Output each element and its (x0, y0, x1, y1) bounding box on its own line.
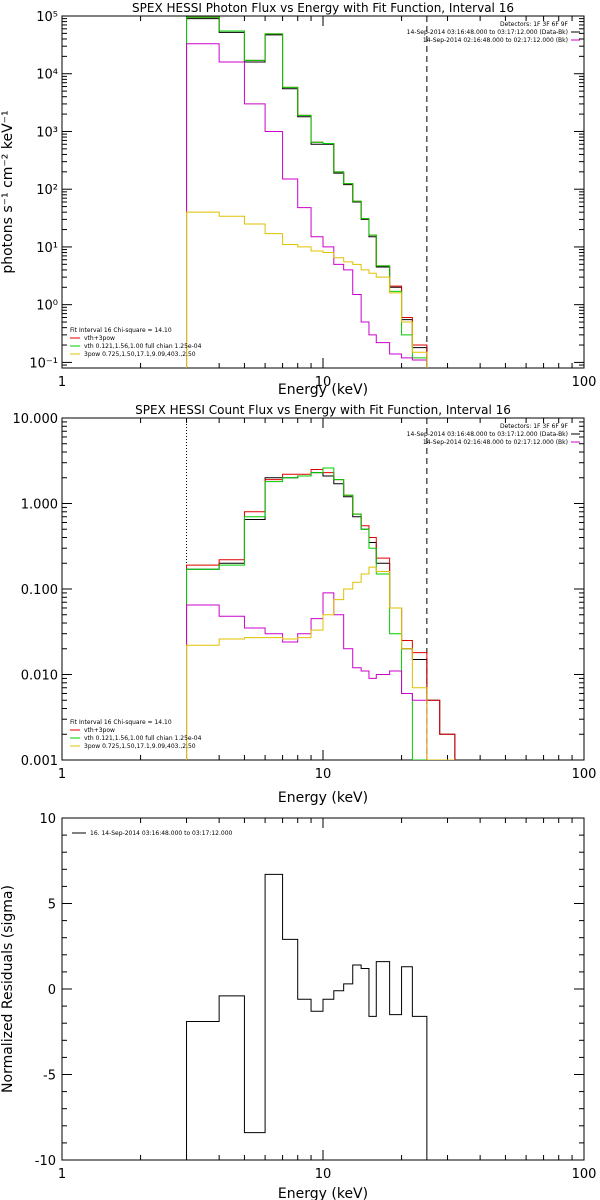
y-tick-label: -10 (35, 1154, 56, 1169)
y-tick-label: 1.000 (21, 498, 58, 513)
y-axis: -10 -5 0 5 10 (35, 812, 584, 1169)
legend-bottomleft-text: vth 0.121,1.56,1.00 full chian 1.25e-04 (84, 343, 202, 350)
x-tick-label: 1 (58, 767, 66, 782)
series-group (186, 16, 428, 368)
series-0-line (186, 873, 428, 1160)
series-4-line (186, 566, 455, 760)
y-tick-label: -5 (43, 1069, 56, 1084)
y-tick-label: 0.001 (21, 754, 58, 769)
legend-topright-text: 14-Sep-2014 03:16:48.000 to 03:17:12.000… (407, 431, 568, 438)
series-0-line (186, 18, 428, 368)
x-tick-label: 1 (58, 375, 66, 390)
legend-bottomleft: Fit Interval 16 Chi-square = 14.10vth+3p… (70, 719, 202, 750)
x-axis-title: Energy (keV) (278, 1186, 368, 1200)
y-tick-label: 10⁵ (36, 10, 58, 25)
series-3-line (186, 43, 428, 368)
legend-bottomleft-text: vth+3pow (84, 727, 115, 734)
plot-frame (61, 15, 585, 369)
y-tick-label: 0.100 (21, 583, 58, 598)
legend-bottomleft-text: Fit Interval 16 Chi-square = 14.10 (70, 719, 172, 726)
series-3-line (186, 592, 455, 760)
legend: 16. 14-Sep-2014 03:16:48.000 to 03:17:12… (72, 830, 233, 837)
legend-bottomleft-text: vth 0.121,1.56,1.00 full chian 1.25e-04 (84, 735, 202, 742)
y-tick-label: 5 (48, 898, 56, 913)
y-axis: 10⁻¹ 10⁰ 10¹ 10² 10³ 10⁴ 10⁵ (29, 10, 584, 371)
legend-topright-text: 14-Sep-2014 02:16:48.000 to 02:17:12.000… (423, 37, 568, 44)
series-2-line (186, 467, 455, 760)
x-tick-label: 10 (315, 375, 332, 390)
series-4-line (186, 211, 428, 368)
y-tick-label: 0.010 (21, 669, 58, 684)
x-tick-label: 100 (572, 375, 597, 390)
legend-topright-text: 14-Sep-2014 02:16:48.000 to 02:17:12.000… (423, 439, 568, 446)
panel-2: SPEX HESSI Count Flux vs Energy with Fit… (13, 403, 597, 806)
chart-title: SPEX HESSI Count Flux vs Energy with Fit… (135, 403, 511, 417)
x-tick-label: 100 (572, 767, 597, 782)
x-tick-label: 100 (572, 1167, 597, 1182)
y-axis-title: Normalized Residuals (sigma) (0, 885, 16, 1093)
y-tick-label: 10⁴ (36, 68, 58, 83)
legend-bottomleft-text: 3pow 0.725,1.50,17.1,9.09,403.,2.50 (84, 743, 196, 750)
legend-topright-text: 14-Sep-2014 03:16:48.000 to 03:17:12.000… (407, 29, 568, 36)
legend-bottomleft: Fit Interval 16 Chi-square = 14.10vth+3p… (70, 327, 202, 358)
x-tick-label: 1 (58, 1167, 66, 1182)
legend-topright-text: Detectors: 1F 3F 6F 9F (500, 423, 569, 430)
y-tick-label: 10⁰ (36, 299, 58, 314)
panel-3: 1 10 100 Energy (keV) -10 -5 0 5 10 Normalized Re… (0, 812, 596, 1200)
x-tick-label: 10 (315, 767, 332, 782)
series-group (186, 467, 456, 760)
panel-1: SPEX HESSI Photon Flux vs Energy with Fi… (0, 1, 596, 398)
y-tick-label: 10.000 (13, 412, 59, 427)
series-1-line (186, 468, 456, 760)
series-2-line (186, 16, 428, 368)
x-axis: 1 10 100 (58, 418, 597, 782)
x-axis: 1 10 100 (58, 818, 597, 1182)
y-tick-label: 10⁻¹ (29, 356, 58, 371)
legend-text: 16. 14-Sep-2014 03:16:48.000 to 03:17:12… (90, 830, 233, 837)
x-axis-title: Energy (keV) (278, 790, 368, 806)
legend-bottomleft-text: 3pow 0.725,1.50,17.1,9.09,403.,2.50 (84, 351, 196, 358)
x-axis-title: Energy (keV) (278, 382, 368, 398)
series-1-line (186, 16, 428, 368)
y-tick-label: 0 (48, 983, 56, 998)
legend-bottomleft-text: vth+3pow (84, 335, 115, 342)
legend-bottomleft-text: Fit Interval 16 Chi-square = 14.10 (70, 327, 172, 334)
y-tick-label: 10³ (36, 125, 58, 140)
y-axis-title: photons s⁻¹ cm⁻² keV⁻¹ (0, 110, 16, 273)
y-tick-label: 10¹ (36, 241, 58, 256)
legend-topright-text: Detectors: 1F 3F 6F 9F (500, 21, 569, 28)
x-tick-label: 10 (315, 1167, 332, 1182)
chart-title: SPEX HESSI Photon Flux vs Energy with Fi… (132, 1, 514, 15)
series-group (186, 873, 428, 1160)
y-axis: 0.001 0.010 0.100 1.000 10.000 (13, 412, 584, 769)
plot-frame (61, 817, 585, 1161)
y-tick-label: 10² (36, 183, 58, 198)
y-tick-label: 10 (39, 812, 56, 827)
